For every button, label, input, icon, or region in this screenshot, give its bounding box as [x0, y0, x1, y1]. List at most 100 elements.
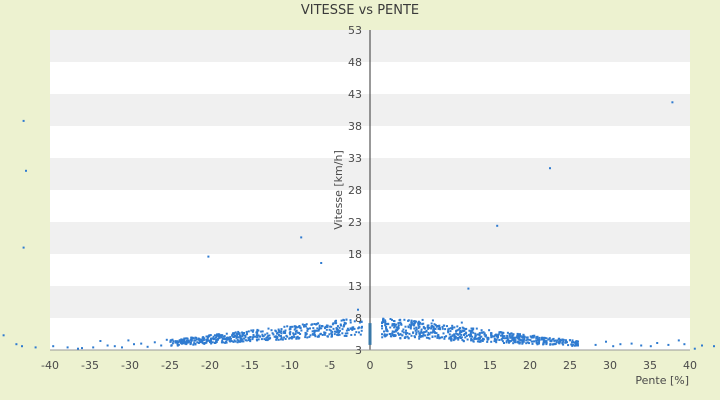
data-point	[236, 338, 239, 341]
data-point	[422, 325, 425, 328]
y-tick-label: 48	[348, 56, 362, 69]
data-point	[506, 335, 509, 338]
data-point	[232, 340, 235, 343]
data-point	[506, 331, 509, 334]
data-point	[251, 338, 254, 341]
data-point	[279, 335, 282, 338]
x-tick-label: 40	[683, 359, 697, 372]
data-point	[402, 328, 405, 331]
data-point	[267, 327, 270, 330]
x-tick-label: -20	[201, 359, 219, 372]
data-point	[292, 336, 295, 339]
data-point	[542, 343, 545, 346]
data-point	[567, 344, 570, 347]
data-point	[214, 341, 217, 344]
data-point	[450, 327, 452, 330]
data-point	[342, 325, 345, 328]
data-point	[309, 327, 311, 330]
data-point	[408, 323, 411, 326]
data-point	[220, 334, 223, 337]
data-point	[417, 324, 420, 327]
data-point	[276, 332, 278, 335]
data-point	[189, 342, 192, 345]
data-point	[457, 336, 460, 339]
data-point	[229, 336, 232, 339]
data-point	[475, 327, 478, 330]
data-point	[431, 319, 434, 322]
data-point	[153, 341, 156, 344]
data-point	[428, 333, 431, 336]
data-point	[594, 343, 597, 346]
data-point	[349, 319, 352, 322]
data-point	[572, 343, 575, 346]
data-point	[424, 327, 427, 330]
data-point	[215, 336, 217, 339]
data-point	[383, 330, 385, 333]
data-point	[239, 340, 241, 343]
data-point	[490, 332, 493, 335]
data-point	[683, 343, 686, 346]
x-tick-label: 5	[407, 359, 414, 372]
data-point	[393, 323, 396, 325]
y-tick-label: 43	[348, 88, 362, 101]
data-point	[395, 323, 398, 326]
data-point	[200, 338, 203, 341]
data-point	[472, 340, 475, 343]
data-point	[484, 335, 487, 338]
data-point	[508, 333, 511, 336]
data-point	[556, 339, 559, 342]
x-tick-label: -25	[161, 359, 179, 372]
data-point	[289, 336, 292, 339]
data-point	[499, 331, 502, 334]
data-point	[280, 330, 283, 333]
data-point	[224, 337, 227, 340]
data-point	[198, 339, 201, 342]
data-point	[351, 328, 354, 331]
data-point	[543, 336, 546, 339]
data-point	[278, 329, 280, 332]
data-point	[171, 338, 174, 341]
data-point	[487, 338, 490, 341]
data-point	[509, 336, 512, 339]
data-point	[455, 332, 458, 335]
data-point	[255, 334, 258, 337]
data-point	[564, 341, 567, 344]
data-point	[391, 330, 394, 333]
data-point	[518, 341, 521, 344]
data-point	[385, 328, 388, 331]
data-point	[491, 335, 494, 338]
data-point	[182, 339, 185, 342]
data-point	[420, 331, 423, 334]
data-point	[335, 331, 338, 334]
data-point	[423, 334, 426, 337]
x-tick-label: 35	[643, 359, 657, 372]
data-point	[464, 336, 467, 339]
data-point	[317, 329, 320, 332]
data-point	[552, 337, 555, 340]
data-point	[286, 325, 289, 328]
data-point	[512, 339, 515, 342]
data-point	[241, 331, 244, 334]
data-point	[334, 330, 336, 333]
data-point	[408, 332, 411, 335]
data-point	[448, 337, 451, 340]
data-point	[501, 340, 504, 343]
data-point	[344, 322, 347, 325]
data-point	[199, 340, 202, 343]
data-point	[446, 325, 448, 328]
data-point	[385, 326, 387, 329]
data-point	[549, 339, 552, 342]
data-point	[249, 338, 252, 341]
data-point	[176, 341, 179, 343]
data-point	[249, 340, 252, 343]
data-point	[490, 333, 493, 336]
data-point	[249, 336, 252, 338]
data-point	[410, 334, 413, 337]
data-point	[441, 336, 443, 339]
zero-slope-cluster-bar	[368, 323, 372, 345]
data-point	[291, 335, 293, 338]
data-point	[515, 336, 518, 339]
data-point	[431, 325, 434, 327]
data-point	[508, 340, 511, 343]
data-point	[526, 341, 529, 344]
